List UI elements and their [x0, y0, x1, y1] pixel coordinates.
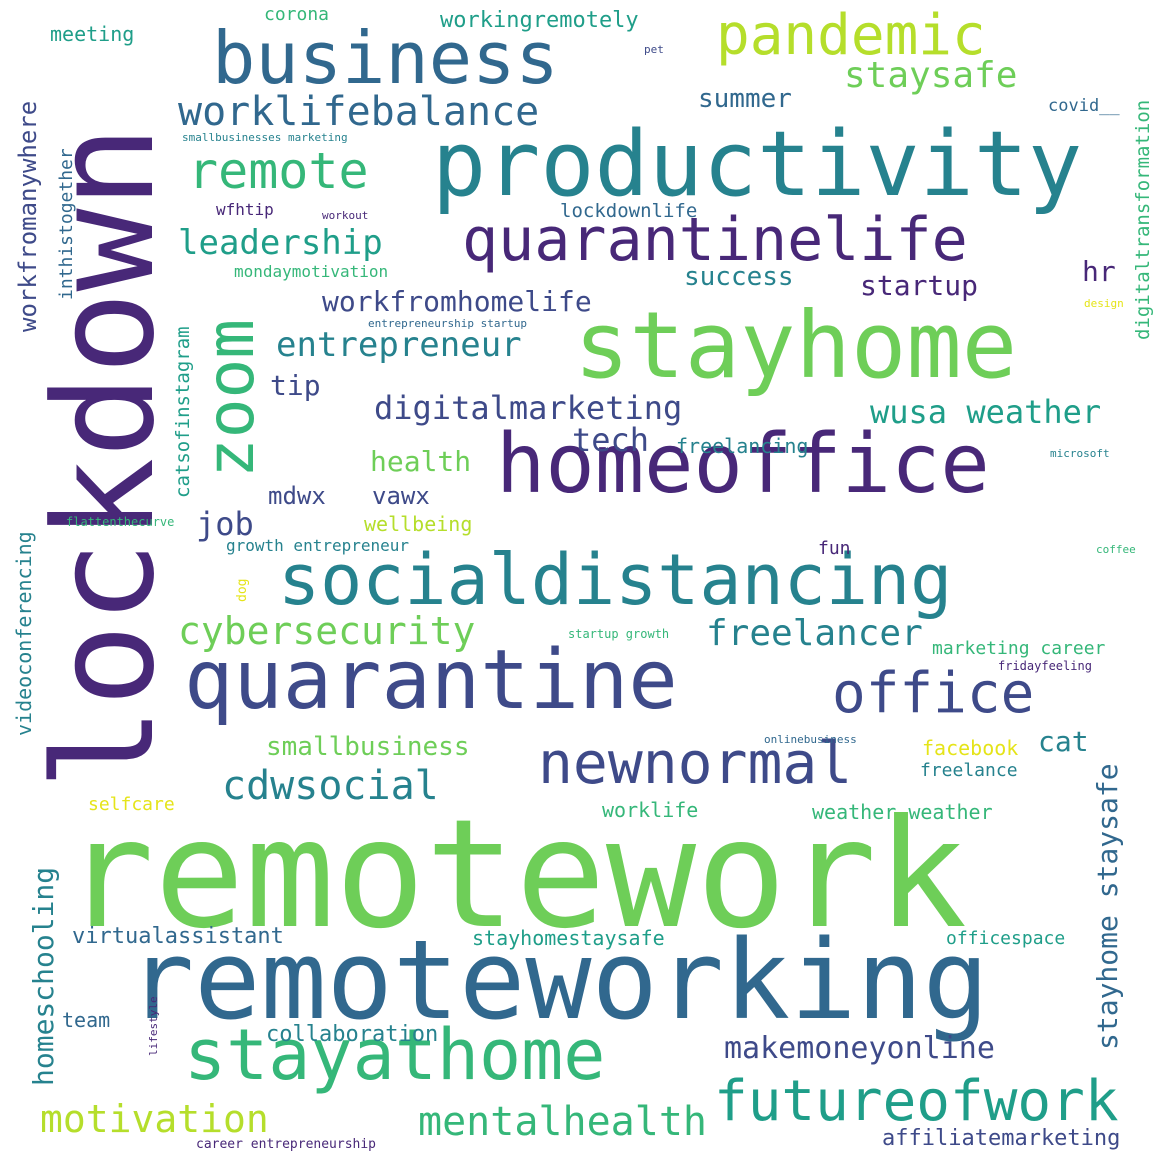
word: mentalhealth — [418, 1099, 707, 1145]
word: inthistogether — [56, 148, 77, 300]
word: fun — [818, 538, 851, 559]
word: zoom — [192, 319, 269, 478]
word: mdwx — [268, 482, 326, 510]
word: entrepreneurship startup — [368, 317, 527, 330]
word: motivation — [40, 1097, 269, 1141]
word: coffee — [1096, 543, 1136, 556]
word: smallbusinesses marketing — [182, 131, 348, 144]
word: pet — [644, 43, 664, 56]
word: socialdistancing — [278, 539, 953, 621]
word: tech — [572, 421, 650, 459]
word: success — [684, 262, 794, 292]
word: marketing career — [932, 638, 1106, 659]
word: meeting — [50, 22, 135, 46]
word: homeoffice — [496, 417, 990, 512]
word: makemoneyonline — [724, 1031, 995, 1066]
word: covid__ — [1048, 96, 1120, 116]
word: selfcare — [88, 794, 175, 815]
word: weather weather — [812, 800, 993, 824]
word: remote — [188, 142, 369, 200]
word: collaboration — [266, 1022, 439, 1047]
word: summer — [698, 84, 792, 114]
word: remoteworking — [128, 916, 989, 1044]
word: quarantine — [184, 633, 678, 728]
word: flattenthecurve — [66, 515, 175, 529]
word: workout — [322, 209, 369, 222]
word: freelancing — [676, 434, 809, 458]
word: futureofwork — [714, 1069, 1119, 1134]
word: worklife — [602, 798, 699, 822]
word: career entrepreneurship — [196, 1137, 377, 1152]
word: vawx — [372, 482, 430, 510]
word: entrepreneur — [276, 325, 522, 365]
word: growth entrepreneur — [226, 536, 410, 555]
word: hr — [1082, 255, 1116, 288]
word: cat — [1038, 725, 1089, 758]
word: workfromanywhere — [14, 100, 42, 332]
word: smallbusiness — [266, 732, 470, 762]
word: officespace — [946, 928, 1066, 949]
word: pandemic — [716, 3, 986, 68]
word: job — [196, 505, 254, 543]
word: workfromhomelife — [322, 285, 592, 318]
word: worklifebalance — [178, 89, 540, 135]
word: stayhome — [574, 292, 1018, 399]
word: catsofinstagram — [172, 326, 194, 498]
word: startup — [860, 269, 979, 302]
word: productivity — [432, 112, 1083, 217]
word: stayhome staysafe — [1091, 763, 1124, 1050]
word: wusa weather — [870, 393, 1102, 431]
word: mondaymotivation — [234, 262, 389, 281]
word: wfhtip — [216, 200, 274, 219]
word: digitaltransformation — [1132, 99, 1154, 340]
word: virtualassistant — [72, 924, 284, 949]
word: facebook — [922, 736, 1019, 760]
word: design — [1084, 297, 1124, 310]
word: lifestyle — [147, 996, 160, 1056]
word: onlinebusiness — [764, 733, 857, 746]
word: staysafe — [844, 55, 1018, 96]
word: dog — [235, 578, 250, 602]
word: team — [62, 1008, 111, 1032]
word: cdwsocial — [222, 763, 439, 809]
word: tip — [270, 369, 321, 402]
word: freelance — [920, 760, 1018, 781]
word: newnormal — [538, 729, 853, 797]
word: fridayfeeling — [998, 659, 1092, 673]
word: homeschooling — [27, 866, 60, 1086]
word: remotework — [64, 788, 968, 962]
word: cybersecurity — [178, 609, 476, 653]
word: stayathome — [184, 1014, 606, 1096]
word: freelancer — [706, 613, 923, 654]
word: leadership — [178, 223, 383, 263]
word: workingremotely — [440, 8, 639, 33]
word: wellbeing — [364, 512, 473, 536]
word: videoconferencing — [12, 531, 36, 736]
word: microsoft — [1050, 447, 1110, 460]
word: health — [370, 445, 472, 478]
word: stayhomestaysafe — [472, 926, 665, 950]
word: office — [832, 661, 1035, 726]
word: quarantinelife — [462, 205, 968, 275]
word: affiliatemarketing — [882, 1126, 1121, 1151]
word: lockdownlife — [560, 200, 698, 222]
word: digitalmarketing — [374, 389, 683, 427]
word: business — [212, 16, 559, 100]
word: corona — [264, 4, 330, 25]
word: startup growth — [568, 627, 670, 641]
